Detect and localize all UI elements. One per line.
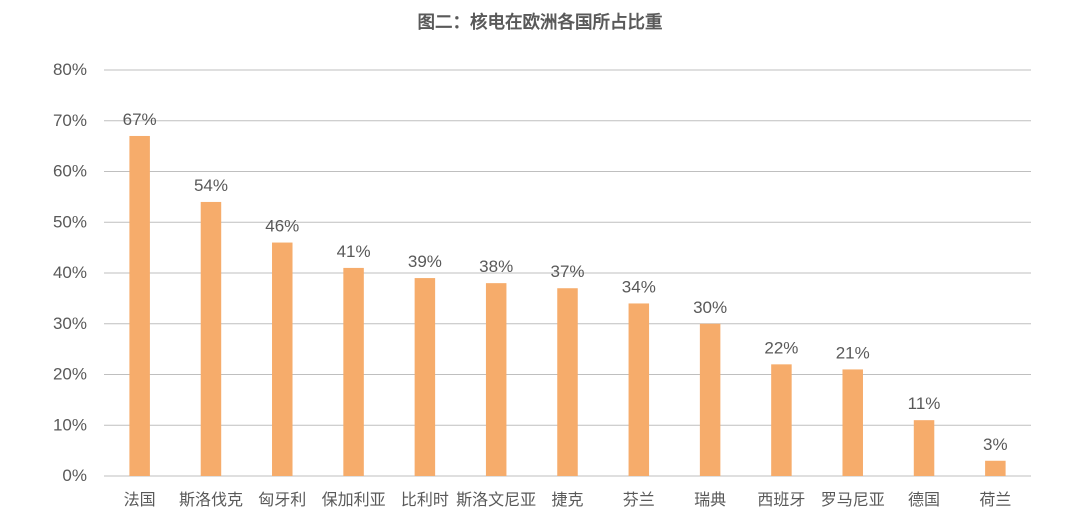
svg-text:保加利亚: 保加利亚 bbox=[322, 491, 386, 509]
svg-text:60%: 60% bbox=[53, 162, 87, 181]
svg-text:11%: 11% bbox=[908, 394, 941, 413]
svg-text:荷兰: 荷兰 bbox=[979, 491, 1011, 509]
svg-text:80%: 80% bbox=[53, 60, 87, 79]
svg-text:3%: 3% bbox=[983, 435, 1008, 454]
svg-text:34%: 34% bbox=[622, 277, 656, 296]
svg-text:41%: 41% bbox=[337, 242, 371, 261]
svg-text:46%: 46% bbox=[265, 217, 299, 236]
svg-text:70%: 70% bbox=[53, 111, 87, 130]
svg-text:捷克: 捷克 bbox=[551, 491, 583, 509]
svg-text:法国: 法国 bbox=[124, 491, 156, 509]
svg-text:斯洛文尼亚: 斯洛文尼亚 bbox=[456, 491, 536, 509]
svg-text:0%: 0% bbox=[62, 466, 87, 485]
svg-text:40%: 40% bbox=[53, 263, 87, 282]
svg-text:30%: 30% bbox=[693, 298, 727, 317]
svg-text:50%: 50% bbox=[53, 212, 87, 231]
svg-text:38%: 38% bbox=[479, 257, 513, 276]
svg-text:39%: 39% bbox=[408, 252, 442, 271]
svg-text:比利时: 比利时 bbox=[401, 491, 449, 509]
svg-text:20%: 20% bbox=[53, 365, 87, 384]
svg-text:22%: 22% bbox=[764, 338, 798, 357]
svg-text:西班牙: 西班牙 bbox=[757, 491, 805, 509]
svg-text:10%: 10% bbox=[53, 415, 87, 434]
svg-text:匈牙利: 匈牙利 bbox=[258, 491, 306, 509]
svg-text:斯洛伐克: 斯洛伐克 bbox=[179, 491, 243, 509]
svg-text:21%: 21% bbox=[836, 343, 870, 362]
svg-text:罗马尼亚: 罗马尼亚 bbox=[821, 491, 885, 509]
svg-text:54%: 54% bbox=[194, 176, 228, 195]
svg-text:德国: 德国 bbox=[908, 491, 940, 509]
svg-text:37%: 37% bbox=[550, 262, 584, 281]
svg-text:30%: 30% bbox=[53, 314, 87, 333]
svg-text:芬兰: 芬兰 bbox=[623, 491, 655, 509]
svg-text:瑞典: 瑞典 bbox=[694, 491, 726, 509]
svg-text:67%: 67% bbox=[123, 110, 157, 129]
